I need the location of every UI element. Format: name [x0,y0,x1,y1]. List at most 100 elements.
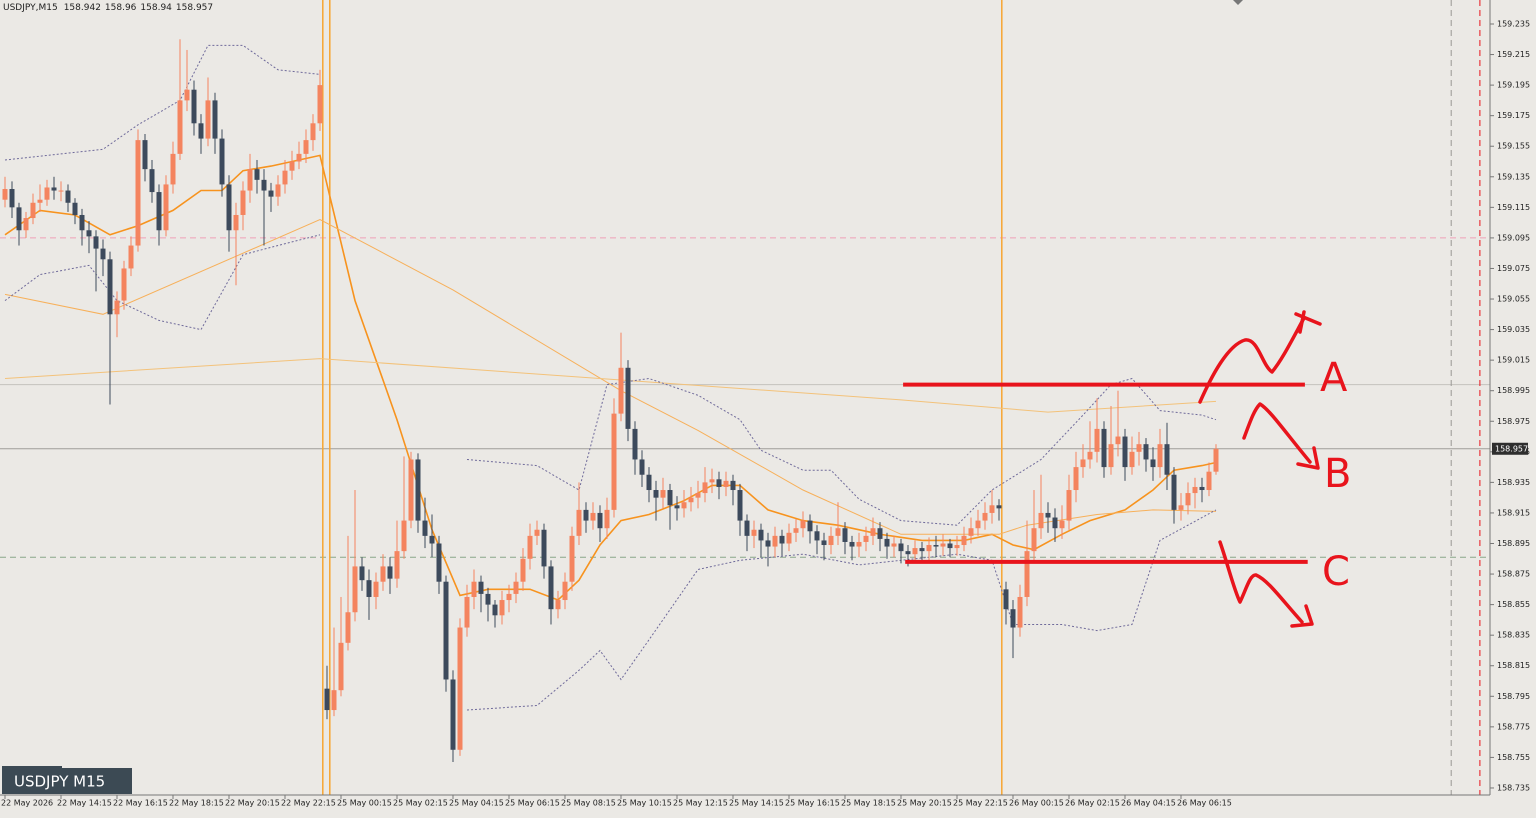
title-price: 158.957 [176,3,213,13]
candle-body [597,512,603,529]
indicator-line [4,44,1217,526]
candle-body [1094,428,1100,452]
candle-body [954,545,960,549]
candle-body [737,490,743,521]
x-tick-label: 26 May 04:15 [1121,799,1176,808]
candle-body [625,367,631,429]
candle-body [604,509,610,529]
candle-body [1087,451,1093,460]
candle-body [499,600,505,616]
candle-body [989,505,995,513]
candle-body [142,140,148,170]
candle-body [576,509,582,536]
candle-body [107,259,113,315]
candle-body [821,540,827,546]
candle-body [961,535,967,546]
candle-body [114,300,120,315]
candle-body [331,690,337,711]
y-tick-label: 158.895 [1497,539,1530,548]
candle-body [1045,512,1051,518]
candle-body [828,535,834,546]
y-tick-label: 159.195 [1497,81,1530,90]
y-tick-label: 159.115 [1497,203,1530,212]
candle-body [184,89,190,101]
y-tick-label: 158.815 [1497,661,1530,670]
annotation-letter: B [1324,451,1351,497]
candle-body [1164,444,1170,475]
annotation-letter: C [1322,549,1350,595]
candle-body [779,535,785,544]
x-tick-label: 25 May 04:15 [449,799,504,808]
y-tick-label: 158.875 [1497,570,1530,579]
candle-body [226,184,232,231]
indicator-line [4,154,1217,601]
y-tick-label: 159.235 [1497,19,1530,28]
candle-body [79,214,85,231]
candle-body [849,541,855,547]
candle-body [240,190,246,215]
x-tick-label: 25 May 08:15 [561,799,616,808]
candle-body [639,459,645,475]
candle-body [9,189,15,208]
candle-body [338,642,344,691]
candle-body [450,679,456,750]
annotation-letter: A [1320,355,1348,401]
y-tick-label: 159.135 [1497,172,1530,181]
chart-layer [2,39,1308,762]
price-tag [1492,442,1528,455]
candle-body [786,532,792,544]
candle-body [1157,444,1163,468]
candle-body [1101,428,1107,468]
candle-body [1059,520,1065,529]
candle-body [149,169,155,193]
x-tick-label: 22 May 18:15 [169,799,224,808]
candle-body [282,170,288,185]
x-tick-label: 25 May 22:15 [953,799,1008,808]
candle-body [1178,505,1184,510]
price-tag-label: 158.957 [1495,444,1528,453]
y-tick-label: 159.035 [1497,325,1530,334]
candle-body [1038,512,1044,529]
hand-drawn-arrow [1218,540,1304,624]
candle-body [1185,493,1191,506]
y-tick-label: 158.855 [1497,600,1530,609]
candle-body [1129,451,1135,468]
candle-body [709,479,715,483]
candle-body [611,413,617,510]
x-tick-label: 22 May 2026 [1,799,53,808]
indicator-line [4,234,1217,711]
candle-body [37,199,43,203]
candle-body [1115,436,1121,445]
y-tick-label: 159.175 [1497,111,1530,120]
candle-body [548,566,554,610]
candle-body [1143,444,1149,460]
y-tick-label: 158.935 [1497,478,1530,487]
candle-body [352,566,358,613]
candle-body [464,596,470,628]
candle-body [947,543,953,549]
candle-body [72,202,78,215]
candle-body [723,480,729,487]
candle-body [912,548,918,555]
candle-body [163,184,169,231]
x-tick-label: 22 May 22:15 [281,799,336,808]
candle-body [1206,471,1212,491]
candle-body [653,490,659,498]
candle-body [310,123,316,141]
title-price: 158.94 [140,3,172,13]
candle-body [1073,467,1079,491]
y-tick-label: 158.915 [1497,508,1530,517]
x-tick-label: 25 May 16:15 [785,799,840,808]
candle-body [1192,486,1198,494]
candle-body [387,566,393,579]
y-tick-label: 158.995 [1497,386,1530,395]
x-tick-label: 22 May 14:15 [57,799,112,808]
candle-body [401,520,407,552]
candle-body [394,551,400,579]
candle-body [1171,474,1177,510]
candle-body [135,140,141,246]
candle-body [534,529,540,536]
x-tick-label: 25 May 20:15 [897,799,952,808]
candle-body [380,566,386,582]
